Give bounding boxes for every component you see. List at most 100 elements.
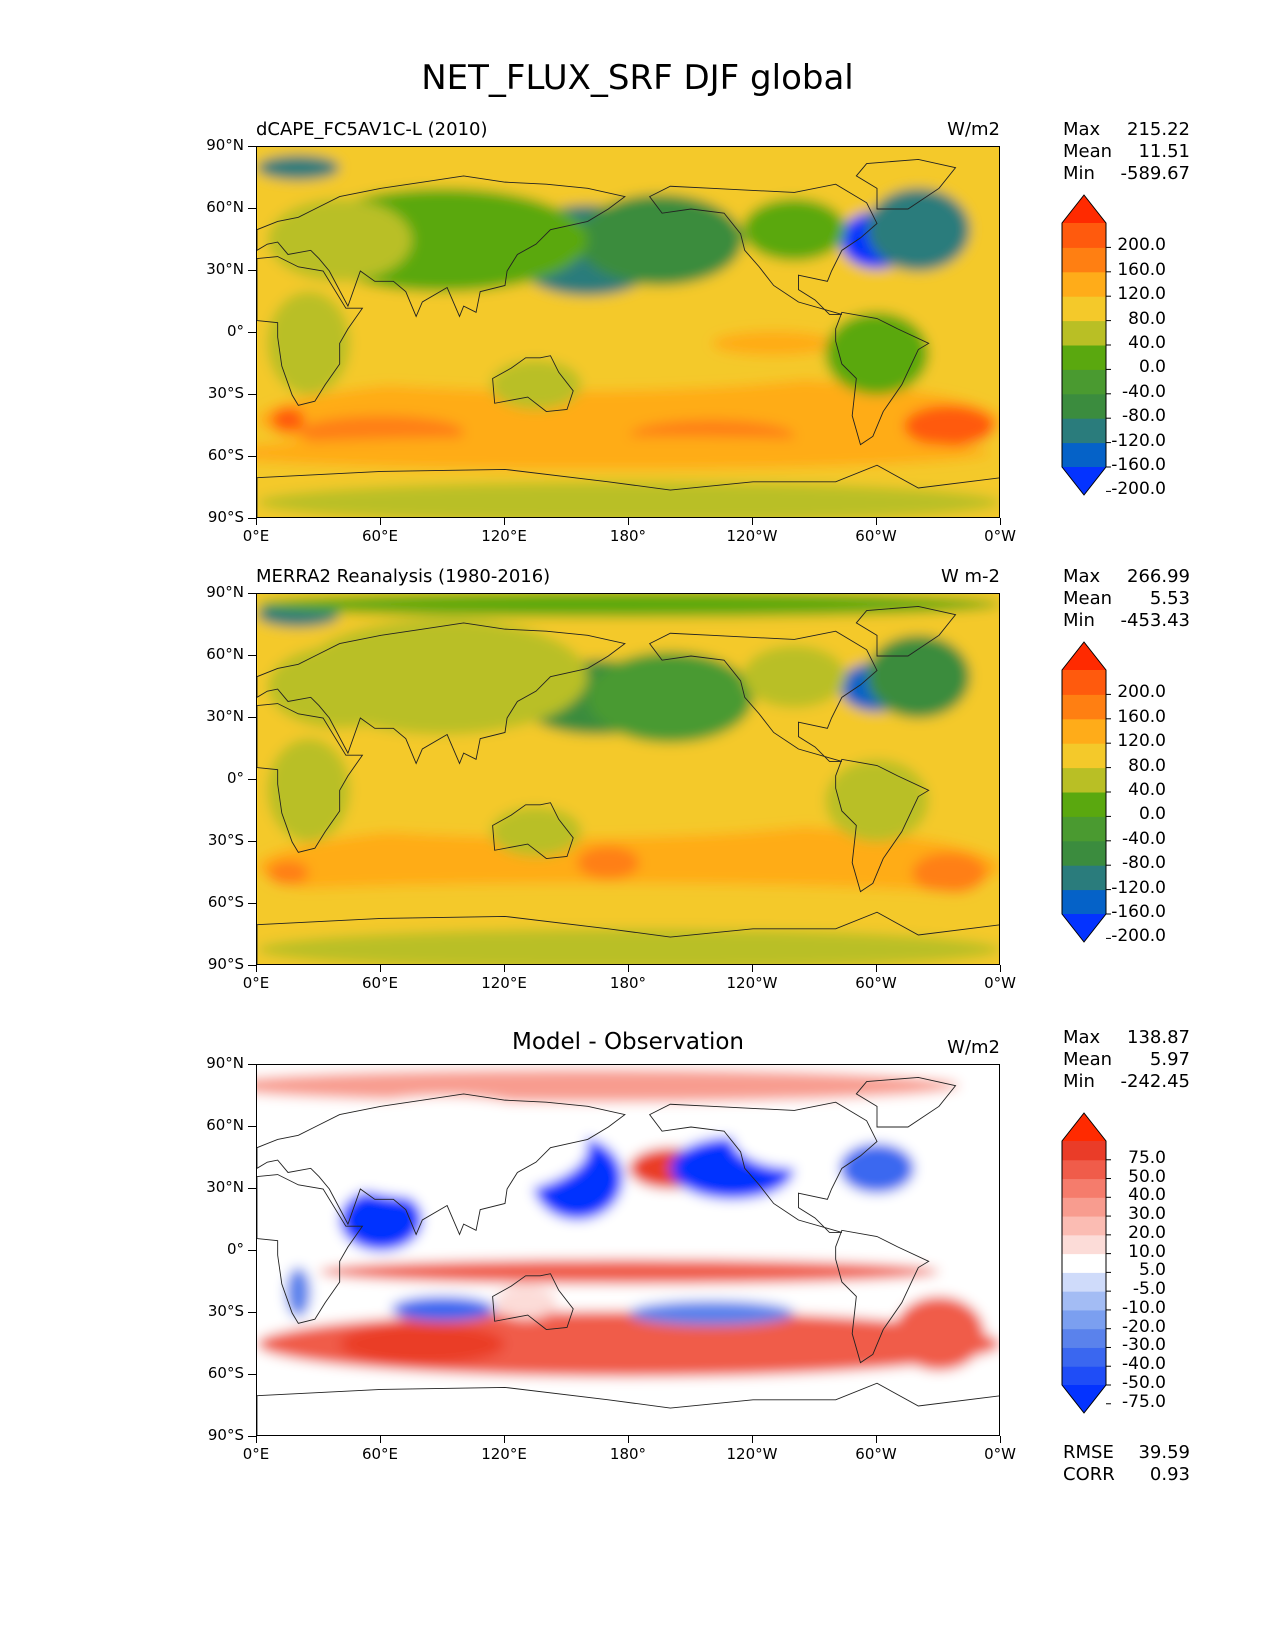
field-region bbox=[866, 188, 970, 271]
stat-max-label: Max bbox=[1063, 566, 1101, 587]
x-tick-label: 120°E bbox=[481, 974, 527, 992]
stats-box: Max 138.87 Mean 5.97 Min -242.45 bbox=[1063, 1027, 1190, 1093]
y-tick bbox=[248, 965, 256, 966]
colorbar-tick-label: -120.0 bbox=[1111, 430, 1166, 451]
x-tick bbox=[256, 1436, 257, 1443]
colorbar-tick-label: 30.0 bbox=[1128, 1204, 1166, 1225]
x-tick bbox=[504, 1436, 505, 1443]
x-tick-label: 120°E bbox=[481, 1445, 527, 1463]
y-tick bbox=[248, 1374, 256, 1375]
stat-mean-label: Mean bbox=[1063, 588, 1113, 609]
corr-label: CORR bbox=[1063, 1464, 1115, 1485]
y-tick-label: 60°S bbox=[207, 446, 244, 464]
field-region bbox=[257, 481, 999, 517]
stat-max-value: 138.87 bbox=[1127, 1027, 1190, 1048]
stats-box: Max 266.99 Mean 5.53 Min -453.43 bbox=[1063, 566, 1190, 632]
y-tick-label: 0° bbox=[226, 322, 244, 340]
x-tick bbox=[504, 965, 505, 972]
colorbar-tick-label: 120.0 bbox=[1117, 731, 1166, 752]
field-region bbox=[742, 645, 846, 708]
colorbar-tick-label: -40.0 bbox=[1122, 381, 1166, 402]
y-tick bbox=[248, 1126, 256, 1127]
colorbar-segment bbox=[1062, 345, 1106, 370]
field-region bbox=[267, 645, 412, 729]
y-tick-label: 30°S bbox=[207, 1302, 244, 1320]
x-tick-label: 180° bbox=[609, 1445, 647, 1463]
coastline-africa bbox=[257, 703, 364, 853]
figure-title: NET_FLUX_SRF DJF global bbox=[421, 58, 854, 98]
y-tick-label: 30°N bbox=[206, 1178, 244, 1196]
stat-mean-value: 5.97 bbox=[1149, 1049, 1190, 1070]
colorbar-tick-label: 50.0 bbox=[1128, 1166, 1166, 1187]
colorbar-tick-label: 5.0 bbox=[1138, 1260, 1166, 1281]
field-region bbox=[257, 1069, 960, 1103]
colorbar-segment bbox=[1062, 1197, 1106, 1217]
y-tick bbox=[248, 146, 256, 147]
colorbar-tick-label: 10.0 bbox=[1128, 1241, 1166, 1262]
colorbar-tick-label: -80.0 bbox=[1122, 406, 1166, 427]
field-region bbox=[285, 1267, 311, 1318]
coastline-antarctica bbox=[257, 1382, 999, 1435]
field-region bbox=[267, 738, 350, 842]
y-tick-label: 90°N bbox=[206, 583, 244, 601]
field-region bbox=[267, 860, 309, 886]
coastline-samerica bbox=[835, 311, 930, 446]
y-tick-label: 30°N bbox=[206, 260, 244, 278]
coastline-australia bbox=[492, 355, 574, 412]
rmse-value: 39.59 bbox=[1138, 1442, 1190, 1463]
colorbar-tick-label: -40.0 bbox=[1122, 1354, 1166, 1375]
colorbar-segment bbox=[1062, 369, 1106, 395]
stats-box: Max 215.22 Mean 11.51 Min -589.67 bbox=[1063, 119, 1190, 185]
y-tick bbox=[248, 655, 256, 656]
colorbar-segment bbox=[1062, 1216, 1106, 1236]
y-tick-label: 0° bbox=[226, 1240, 244, 1258]
colorbar-tick-label: 75.0 bbox=[1128, 1147, 1166, 1168]
panel-difference: Model - Observation W/m2 Max 138.87 Mean 5… bbox=[0, 1027, 1275, 1485]
colorbar-segment bbox=[1062, 271, 1106, 297]
colorbar-segment bbox=[1062, 1328, 1106, 1348]
field-region bbox=[732, 1106, 857, 1169]
coastline-greenland bbox=[855, 1076, 957, 1128]
y-tick-label: 60°S bbox=[207, 1364, 244, 1382]
coastline-antarctica bbox=[257, 911, 999, 964]
coastline-africa bbox=[257, 1174, 364, 1324]
map-plot bbox=[256, 146, 1000, 518]
y-tick bbox=[248, 208, 256, 209]
y-tick-label: 30°N bbox=[206, 707, 244, 725]
coastline-eurasia bbox=[257, 175, 626, 318]
field-region bbox=[629, 1300, 795, 1326]
colorbar-tick-label: 40.0 bbox=[1128, 333, 1166, 353]
colorbar-extend-top bbox=[1062, 195, 1106, 223]
y-tick-label: 60°N bbox=[206, 198, 244, 216]
colorbar-segment bbox=[1062, 1366, 1106, 1386]
x-tick bbox=[380, 1436, 381, 1443]
y-tick bbox=[248, 394, 256, 395]
coastline-eurasia bbox=[257, 1093, 626, 1236]
colorbar-segment bbox=[1062, 1159, 1106, 1180]
map-svg bbox=[257, 594, 999, 964]
x-tick bbox=[380, 965, 381, 972]
colorbar bbox=[1061, 641, 1111, 943]
colorbar-tick-label: 80.0 bbox=[1128, 308, 1166, 329]
y-tick bbox=[248, 1188, 256, 1189]
field-region bbox=[893, 1296, 985, 1371]
field-region bbox=[494, 1286, 557, 1320]
coastline-africa bbox=[257, 256, 364, 406]
colorbar-segment bbox=[1062, 840, 1106, 866]
stat-mean-label: Mean bbox=[1063, 141, 1113, 162]
colorbar-tick-label: 0.0 bbox=[1138, 357, 1166, 378]
y-tick bbox=[248, 1312, 256, 1313]
stat-max-value: 215.22 bbox=[1127, 119, 1190, 140]
x-tick bbox=[380, 518, 381, 525]
colorbar-tick-label: -40.0 bbox=[1122, 828, 1166, 849]
map-svg bbox=[257, 147, 999, 517]
field-region bbox=[271, 407, 305, 433]
panel-title: Model - Observation bbox=[511, 1029, 745, 1055]
corr-value: 0.93 bbox=[1149, 1464, 1190, 1485]
field-region bbox=[319, 1259, 939, 1285]
x-tick-label: 0°E bbox=[242, 1445, 270, 1463]
x-tick-label: 60°W bbox=[855, 527, 897, 545]
field-region bbox=[257, 436, 991, 470]
colorbar-segment bbox=[1062, 442, 1106, 468]
colorbar-extend-top bbox=[1062, 642, 1106, 670]
